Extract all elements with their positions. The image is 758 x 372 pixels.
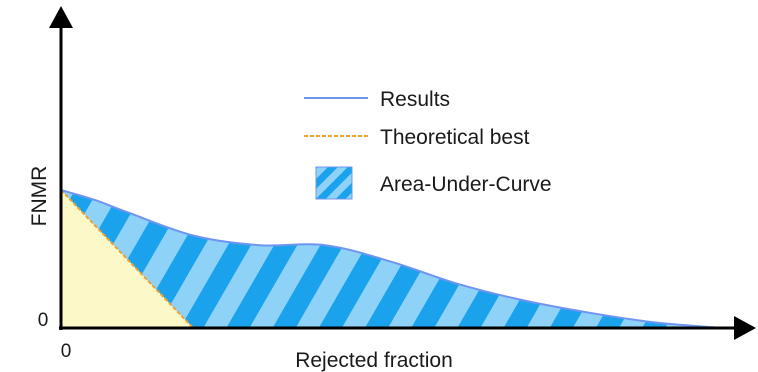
- x-axis-label: Rejected fraction: [295, 349, 453, 372]
- results-line: [60, 189, 723, 329]
- legend-theoretical-label: Theoretical best: [380, 126, 530, 149]
- theoretical-best-region: [61, 190, 194, 328]
- x-tick-label-0: 0: [61, 341, 72, 362]
- auc-area: [61, 190, 722, 328]
- y-axis-label: FNMR: [28, 166, 51, 227]
- legend-auc-label: Area-Under-Curve: [380, 173, 552, 196]
- x-axis-arrow: [734, 316, 756, 340]
- y-tick-label-0: 0: [38, 310, 49, 331]
- legend: Results Theoretical best Area-Under-Curv…: [304, 88, 552, 200]
- legend-auc-swatch: [315, 166, 353, 200]
- legend-results-label: Results: [380, 88, 450, 111]
- theoretical-best-line: [60, 189, 194, 329]
- y-axis-arrow: [49, 6, 73, 28]
